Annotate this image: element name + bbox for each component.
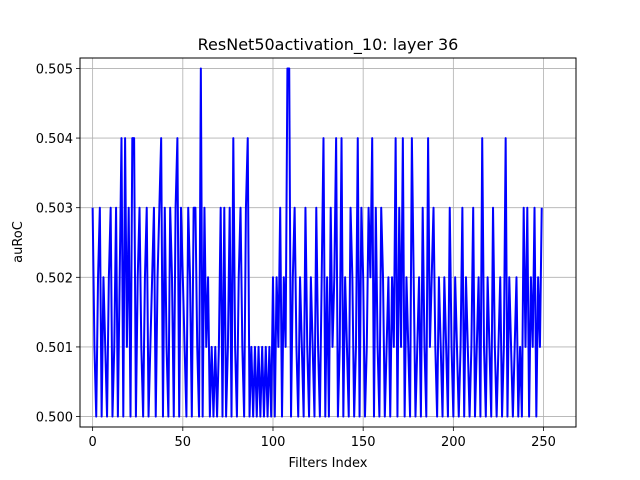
- ticks: 0 50 100 150 200 250 0.500 0.501 0.502 0.503 0.504…: [36, 62, 556, 450]
- x-tick-label: 250: [531, 435, 556, 450]
- x-tick-label: 150: [351, 435, 376, 450]
- y-axis-label: auRoC: [11, 221, 26, 263]
- series-layer: [91, 67, 543, 418]
- y-tick-label: 0.504: [36, 132, 73, 147]
- y-tick-label: 0.503: [36, 202, 73, 217]
- y-tick-label: 0.500: [36, 411, 73, 426]
- y-tick-label: 0.505: [36, 62, 73, 77]
- x-axis-label: Filters Index: [289, 456, 368, 471]
- x-tick-label: 200: [441, 435, 466, 450]
- x-tick-label: 50: [175, 435, 192, 450]
- x-tick-label: 0: [88, 435, 96, 450]
- chart-title: ResNet50activation_10: layer 36: [198, 35, 459, 55]
- y-tick-label: 0.502: [36, 271, 73, 286]
- y-tick-label: 0.501: [36, 341, 73, 356]
- series-line: [91, 67, 543, 418]
- plot-frame: [79, 57, 577, 428]
- x-tick-label: 100: [261, 435, 286, 450]
